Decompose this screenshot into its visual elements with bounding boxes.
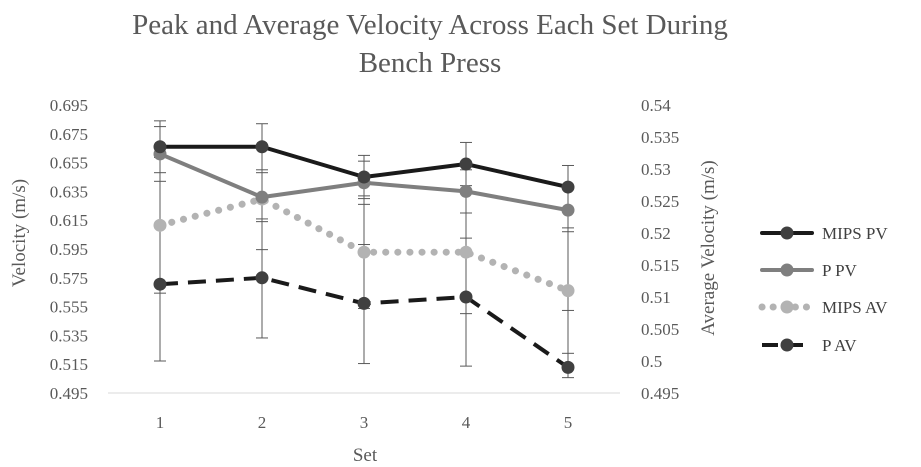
- chart-title-line-1: Peak and Average Velocity Across Each Se…: [132, 9, 728, 41]
- y-tick-label: 0.495: [50, 384, 88, 403]
- chart-title-line-2: Bench Press: [359, 47, 502, 79]
- y2-tick-label: 0.53: [641, 160, 671, 179]
- y-tick-label: 0.695: [50, 96, 88, 115]
- data-point: [357, 296, 371, 310]
- data-point: [255, 140, 269, 154]
- legend-item-0: MIPS PV: [760, 224, 888, 243]
- data-point: [459, 157, 473, 171]
- data-point: [561, 360, 575, 374]
- y-tick-label: 0.615: [50, 211, 88, 230]
- data-point: [255, 271, 269, 285]
- x-tick-label: 3: [360, 413, 369, 432]
- legend-item-1: P PV: [760, 261, 858, 280]
- y2-tick-label: 0.5: [641, 352, 662, 371]
- legend-label: P AV: [822, 336, 857, 355]
- legend-marker: [780, 263, 794, 277]
- y2-tick-label: 0.525: [641, 192, 679, 211]
- y-axis-title: Velocity (m/s): [9, 179, 30, 287]
- data-point: [153, 218, 167, 232]
- y2-tick-label: 0.52: [641, 224, 671, 243]
- data-point: [459, 290, 473, 304]
- data-point: [561, 203, 575, 217]
- y-tick-label: 0.535: [50, 326, 88, 345]
- plot-area: [153, 120, 575, 379]
- y2-tick-label: 0.51: [641, 288, 671, 307]
- data-point: [561, 284, 575, 298]
- legend-item-3: P AV: [762, 336, 857, 355]
- y-tick-label: 0.595: [50, 240, 88, 259]
- y2-tick-label: 0.505: [641, 320, 679, 339]
- left-axis-ticks: 0.695 0.675 0.655 0.635 0.615 0.595 0.575 0.555…: [50, 96, 88, 403]
- legend-marker: [780, 226, 794, 240]
- legend-marker: [780, 338, 794, 352]
- data-point: [459, 245, 473, 259]
- data-point: [357, 170, 371, 184]
- legend-label: MIPS AV: [822, 298, 888, 317]
- x-tick-label: 5: [564, 413, 573, 432]
- data-point: [561, 180, 575, 194]
- x-tick-label: 2: [258, 413, 267, 432]
- y-tick-label: 0.515: [50, 355, 88, 374]
- x-tick-label: 1: [156, 413, 165, 432]
- y2-axis-title: Average Velocity (m/s): [698, 160, 719, 336]
- data-point: [459, 184, 473, 198]
- legend-label: MIPS PV: [822, 224, 888, 243]
- data-point: [255, 190, 269, 204]
- y-tick-label: 0.635: [50, 182, 88, 201]
- legend: MIPS PV P PV MIPS AV P AV: [758, 224, 888, 355]
- legend-marker: [780, 300, 794, 314]
- legend-label: P PV: [822, 261, 858, 280]
- y-tick-label: 0.675: [50, 125, 88, 144]
- data-point: [357, 245, 371, 259]
- data-point: [153, 277, 167, 291]
- x-axis-title: Set: [353, 445, 378, 466]
- y-tick-label: 0.575: [50, 269, 88, 288]
- y-tick-label: 0.555: [50, 298, 88, 317]
- y2-tick-label: 0.495: [641, 384, 679, 403]
- data-point: [153, 140, 167, 154]
- y-tick-label: 0.655: [50, 154, 88, 173]
- x-tick-label: 4: [462, 413, 471, 432]
- y2-tick-label: 0.535: [641, 128, 679, 147]
- right-axis-ticks: 0.54 0.535 0.53 0.525 0.52 0.515 0.51 0.505 0.5 0…: [641, 96, 679, 403]
- legend-item-2: MIPS AV: [758, 298, 888, 317]
- y2-tick-label: 0.54: [641, 96, 671, 115]
- x-axis-ticks: 1 2 3 4 5: [156, 413, 573, 432]
- y2-tick-label: 0.515: [641, 256, 679, 275]
